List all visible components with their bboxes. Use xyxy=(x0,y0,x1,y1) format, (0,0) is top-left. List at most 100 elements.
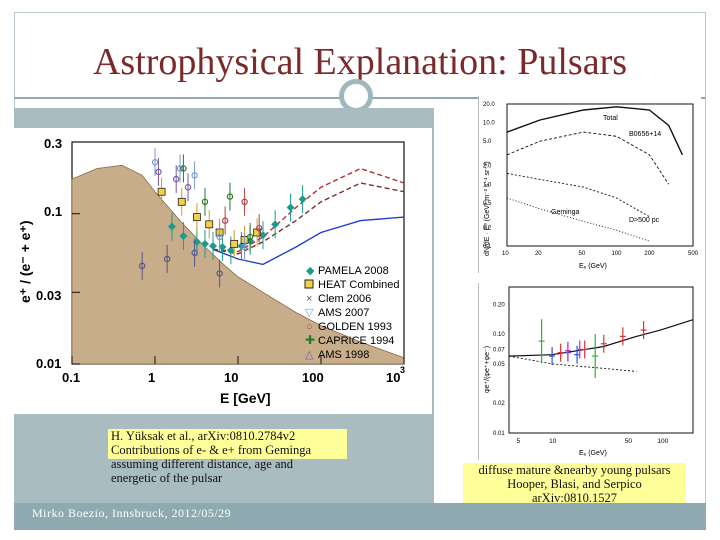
tr-xtick: 50 xyxy=(579,251,586,257)
left-caption-line-3: assuming different distance, age and xyxy=(111,457,294,471)
legend-ams98: AMS 1998 xyxy=(318,349,369,361)
data-point xyxy=(177,197,186,206)
left-caption: H. Yüksak et al., arXiv:0810.2784v2 Cont… xyxy=(108,429,347,485)
xtick-5-sup: 3 xyxy=(400,365,405,375)
legend-marker-ams07: ▽ xyxy=(305,307,314,319)
xtick-2: 1 xyxy=(148,370,155,385)
br-ytick: 0.10 xyxy=(493,332,505,338)
br-xlabel: Eₑ (GeV) xyxy=(579,450,607,457)
data-point xyxy=(218,243,227,252)
data-point xyxy=(180,165,187,172)
ytick-1: 0.3 xyxy=(44,136,62,151)
data-point xyxy=(246,233,254,241)
tr-label-dist: D>500 pc xyxy=(629,217,660,224)
right-caption-line-2: Hooper, Blasi, and Serpico xyxy=(507,477,642,491)
footer-bar xyxy=(14,503,706,530)
data-point xyxy=(157,187,166,196)
tr-ytick: 20.0 xyxy=(483,102,495,108)
data-point xyxy=(237,241,246,250)
ytick-3: 0.03 xyxy=(36,288,61,303)
xtick-3: 10 xyxy=(224,370,238,385)
left-caption-line-2: Contributions of e- & e+ from Geminga xyxy=(111,443,312,457)
br-ytick: 0.07 xyxy=(493,347,505,353)
positron-fraction-model-chart: 0.20 0.10 0.07 0.05 0.02 0.01 5 10 50 100 φe⁺/(φ… xyxy=(484,286,694,457)
curve-pulsar-2 xyxy=(212,182,405,255)
data-point xyxy=(226,193,234,200)
data-point xyxy=(241,243,248,251)
curve-secondary xyxy=(212,216,405,266)
data-point xyxy=(191,249,198,256)
tr-xtick: 10 xyxy=(502,251,509,257)
data-point xyxy=(230,239,239,248)
legend-marker-pamela: ◆ xyxy=(306,265,315,277)
br-xtick: 100 xyxy=(657,438,668,445)
data-point xyxy=(271,220,280,229)
tr-xlabel: Eₑ (GeV) xyxy=(579,263,607,270)
xtick-4: 100 xyxy=(302,370,324,385)
data-point xyxy=(205,220,214,229)
tr-axes xyxy=(506,103,694,247)
tr-label-total: Total xyxy=(603,115,618,122)
data-point xyxy=(155,168,162,176)
xtick-1: 0.1 xyxy=(62,370,80,385)
br-xtick: 50 xyxy=(625,438,633,445)
legend-marker-caprice: ✚ xyxy=(305,333,315,347)
data-point xyxy=(193,213,201,221)
data-point xyxy=(200,239,209,248)
tr-ylabel: dN/dE · E³ (GeV² m⁻² s⁻¹ sr⁻¹) xyxy=(484,161,491,256)
right-caption: diffuse mature &nearby young pulsars Hoo… xyxy=(463,463,686,505)
left-caption-line-1: H. Yüksak et al., arXiv:0810.2784v2 xyxy=(111,429,296,443)
footer-text: Mirko Boezio, Innsbruck, 2012/05/29 xyxy=(32,506,232,520)
data-point xyxy=(138,262,146,270)
data-point xyxy=(241,198,248,206)
data-point xyxy=(191,172,198,179)
tr-ytick: 10.0 xyxy=(483,121,495,127)
br-axes xyxy=(508,286,694,434)
main-ylabel: e⁺ / (e⁻ + e⁺) xyxy=(17,221,33,303)
data-point xyxy=(172,175,180,183)
legend-caprice: CAPRICE 1994 xyxy=(318,335,394,347)
tr-ytick: 0.2 xyxy=(483,225,492,231)
legend-marker-heat xyxy=(304,279,314,289)
tr-label-geminga: Geminga xyxy=(551,209,580,216)
legend-clem: Clem 2006 xyxy=(318,293,371,305)
pulsar-spectrum-chart: 20.0 10.0 5.0 2.0 1.0 0.5 0.2 0.1 10 20 50 100 200 5… xyxy=(483,102,699,270)
tr-xtick: 20 xyxy=(535,251,542,257)
tr-ytick: 1.0 xyxy=(483,182,492,188)
data-point xyxy=(151,159,159,166)
secondary-band xyxy=(71,164,405,365)
br-ytick: 0.01 xyxy=(493,431,505,437)
legend-marker-clem: × xyxy=(306,293,312,305)
data-point xyxy=(255,225,263,232)
data-point xyxy=(216,233,223,241)
tr-xtick: 100 xyxy=(611,251,622,257)
data-point xyxy=(226,246,235,255)
legend-marker-golden: ○ xyxy=(306,321,313,333)
data-point xyxy=(216,270,223,277)
tr-series-0 xyxy=(506,106,684,156)
br-ytick: 0.20 xyxy=(493,302,505,308)
br-xtick: 10 xyxy=(549,438,557,445)
ytick-4: 0.01 xyxy=(36,356,61,371)
tr-ytick: 2.0 xyxy=(483,164,492,170)
data-point xyxy=(209,241,218,250)
tr-series-2 xyxy=(506,172,650,217)
curve-pulsar-1 xyxy=(212,167,405,253)
positron-fraction-plot: 0.3 0.1 0.03 0.01 0.1 1 10 100 10 3 e⁺ /… xyxy=(14,128,432,414)
br-ylabel: φe⁺/(φe⁺+φe⁻) xyxy=(484,346,491,393)
data-point xyxy=(201,198,209,206)
legend-golden: GOLDEN 1993 xyxy=(318,321,392,333)
br-ytick: 0.05 xyxy=(493,362,505,368)
pulsar-spectrum-plot: 20.0 10.0 5.0 2.0 1.0 0.5 0.2 0.1 10 20 50 100 200 5… xyxy=(478,96,701,273)
ytick-2: 0.1 xyxy=(44,204,62,219)
tr-ytick: 0.5 xyxy=(483,201,492,207)
main-legend: ◆ PAMELA 2008 HEAT Combined × Clem 2006 … xyxy=(304,265,400,361)
right-caption-line-1: diffuse mature &nearby young pulsars xyxy=(478,463,671,477)
legend-pamela: PAMELA 2008 xyxy=(318,265,389,277)
tr-series-1 xyxy=(506,131,670,185)
data-point xyxy=(221,217,229,224)
tr-ytick: 0.1 xyxy=(483,244,492,250)
tr-ytick: 5.0 xyxy=(483,139,492,145)
legend-heat: HEAT Combined xyxy=(318,279,400,291)
data-point xyxy=(286,203,295,212)
